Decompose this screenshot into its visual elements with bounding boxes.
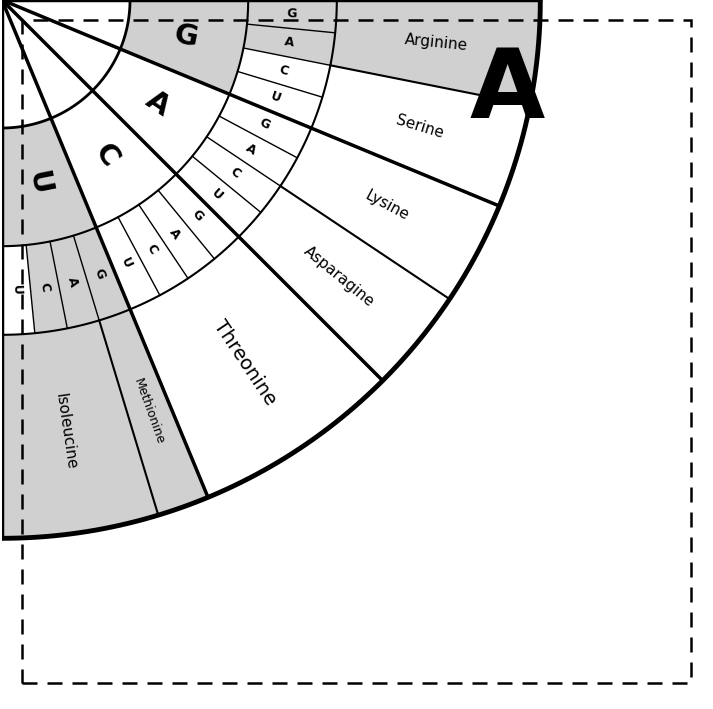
Text: Lysine: Lysine — [362, 188, 411, 223]
Text: U: U — [269, 90, 282, 106]
Text: G: G — [189, 207, 205, 223]
Text: A: A — [140, 86, 175, 122]
Polygon shape — [2, 118, 96, 246]
Text: A: A — [284, 35, 295, 50]
Polygon shape — [130, 237, 383, 497]
Text: Isoleucine: Isoleucine — [53, 393, 79, 471]
Text: C: C — [227, 165, 243, 181]
Text: G: G — [257, 116, 272, 133]
Text: A: A — [244, 141, 259, 157]
Text: G: G — [92, 267, 108, 281]
Polygon shape — [243, 24, 335, 65]
Polygon shape — [96, 217, 160, 309]
Text: A: A — [167, 225, 183, 241]
Text: G: G — [287, 8, 297, 21]
Polygon shape — [239, 186, 450, 381]
Text: G: G — [171, 21, 200, 52]
Text: A: A — [65, 276, 80, 288]
Text: Methionine: Methionine — [131, 376, 167, 446]
Text: C: C — [278, 63, 289, 78]
Text: A: A — [470, 45, 545, 138]
Polygon shape — [312, 65, 530, 206]
Text: U: U — [118, 255, 134, 270]
Polygon shape — [50, 235, 99, 328]
Polygon shape — [2, 320, 158, 538]
Polygon shape — [237, 48, 330, 97]
Polygon shape — [120, 0, 248, 94]
Polygon shape — [247, 0, 337, 33]
Text: U: U — [9, 285, 23, 296]
Text: Threonine: Threonine — [210, 317, 279, 409]
Text: U: U — [23, 169, 54, 198]
Text: C: C — [88, 139, 123, 172]
Polygon shape — [158, 174, 239, 259]
Text: Arginine: Arginine — [404, 32, 468, 53]
Polygon shape — [176, 156, 261, 237]
Polygon shape — [73, 228, 130, 320]
Polygon shape — [99, 309, 208, 515]
Polygon shape — [207, 116, 297, 186]
Text: C: C — [143, 242, 159, 257]
Polygon shape — [219, 94, 312, 158]
Polygon shape — [280, 128, 499, 299]
Polygon shape — [26, 242, 67, 333]
Text: Asparagine: Asparagine — [302, 244, 378, 310]
Polygon shape — [193, 137, 280, 213]
Polygon shape — [93, 49, 230, 174]
Polygon shape — [118, 205, 188, 295]
Text: C: C — [38, 282, 52, 293]
Polygon shape — [51, 91, 176, 228]
Polygon shape — [330, 0, 540, 105]
Text: U: U — [209, 187, 225, 203]
Polygon shape — [139, 190, 215, 279]
Text: Serine: Serine — [394, 113, 446, 141]
Polygon shape — [230, 72, 322, 128]
Polygon shape — [2, 245, 35, 335]
